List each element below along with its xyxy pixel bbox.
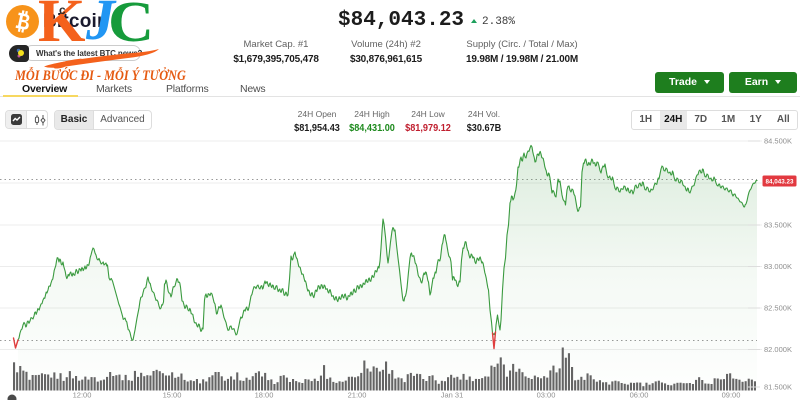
svg-text:18:00: 18:00	[255, 391, 274, 400]
svg-text:84,043.23: 84,043.23	[765, 179, 794, 186]
svg-text:15:00: 15:00	[163, 391, 182, 400]
svg-text:82.500K: 82.500K	[764, 304, 792, 313]
svg-text:83.500K: 83.500K	[764, 221, 792, 230]
svg-text:12:00: 12:00	[73, 391, 92, 400]
svg-text:09:00: 09:00	[722, 391, 741, 400]
svg-text:82.000K: 82.000K	[764, 345, 792, 354]
svg-text:84.500K: 84.500K	[764, 137, 792, 146]
svg-text:81.500K: 81.500K	[764, 383, 792, 392]
svg-text:Jan 31: Jan 31	[441, 391, 464, 400]
svg-text:06:00: 06:00	[630, 391, 649, 400]
svg-text:83.000K: 83.000K	[764, 262, 792, 271]
svg-text:03:00: 03:00	[537, 391, 556, 400]
svg-text:21:00: 21:00	[348, 391, 367, 400]
